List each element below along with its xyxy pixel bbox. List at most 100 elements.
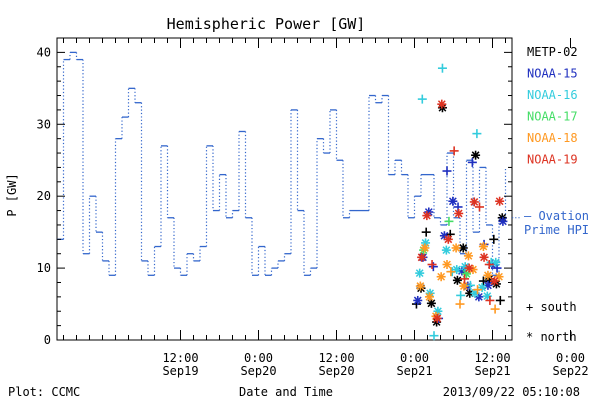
north-point [491, 257, 501, 267]
legend-entry: NOAA-18 [527, 131, 578, 145]
marker-stroke [465, 264, 474, 273]
south-point [490, 304, 500, 314]
marker-stroke [490, 277, 499, 285]
y-axis-label: P [GW] [5, 173, 19, 216]
north-point [452, 275, 462, 285]
legend-entry: NOAA-15 [527, 67, 578, 81]
north-point [479, 252, 489, 262]
south-point [442, 166, 452, 176]
x-axis-ticks: 12:00Sep190:00Sep2012:00Sep200:00Sep2112… [63, 38, 589, 378]
marker-stroke [480, 253, 488, 262]
south-point [444, 216, 454, 226]
x-tick-time: 0:00 [244, 351, 273, 365]
x-tick-date: Sep19 [162, 364, 198, 378]
x-axis-label: Date and Time [239, 385, 333, 399]
x-tick-time: 12:00 [162, 351, 198, 365]
marker-stroke [483, 292, 492, 301]
north-point [452, 265, 462, 275]
x-tick-time: 12:00 [318, 351, 354, 365]
legend-entry: NOAA-19 [527, 153, 578, 167]
marker-stroke [444, 235, 453, 244]
south-point [437, 63, 447, 73]
north-point [441, 245, 451, 255]
south-point [495, 295, 505, 305]
south-point [484, 260, 494, 269]
marker-stroke [452, 244, 461, 252]
marker-legend-entry: + south [526, 300, 577, 314]
north-point [436, 272, 446, 282]
north-point [417, 252, 427, 262]
x-tick-time: 0:00 [556, 351, 585, 365]
north-point [469, 197, 479, 207]
south-point [485, 295, 495, 305]
marker-stroke [459, 282, 468, 290]
marker-stroke [422, 211, 431, 220]
marker-stroke [454, 209, 463, 218]
x-tick-date: Sep21 [474, 364, 510, 378]
north-point [463, 251, 473, 261]
south-point [456, 290, 466, 300]
north-point [459, 281, 469, 291]
north-point [415, 268, 425, 278]
north-point [471, 150, 481, 160]
north-point [454, 208, 464, 218]
south-point [429, 331, 439, 341]
north-point [424, 292, 434, 302]
north-point [464, 263, 474, 273]
marker-stroke [495, 197, 504, 206]
y-axis-ticks: 0 10 20 30 40 [37, 45, 512, 347]
north-point [426, 298, 436, 308]
marker-stroke [437, 272, 446, 281]
legend-entry: NOAA-16 [527, 88, 578, 102]
north-point [415, 281, 425, 291]
marker-stroke [464, 251, 473, 260]
x-tick-time: 0:00 [400, 351, 429, 365]
south-point [428, 262, 438, 272]
marker-stroke [416, 282, 425, 290]
marker-stroke [448, 197, 457, 206]
south-point [455, 299, 465, 309]
satellite-points [411, 63, 508, 341]
y-tick-label: 10 [37, 261, 51, 275]
marker-stroke [420, 244, 429, 252]
ovation-series [57, 51, 507, 276]
marker-stroke [417, 253, 426, 262]
south-point [472, 129, 482, 139]
marker-stroke [484, 271, 492, 280]
x-tick-date: Sep21 [396, 364, 432, 378]
north-point [495, 196, 505, 206]
north-point [420, 243, 430, 253]
marker-stroke [427, 299, 436, 308]
marker-stroke [415, 269, 424, 278]
marker-stroke [474, 292, 483, 301]
south-point [460, 274, 470, 284]
south-point [446, 267, 456, 277]
marker-stroke [442, 246, 451, 255]
legend-entry: METP-02 [527, 45, 578, 59]
satellite-legend: METP-02 NOAA-15 NOAA-16 NOAA-17 NOAA-18 NOAA-… [527, 45, 578, 167]
north-point [413, 295, 423, 305]
south-point [467, 157, 477, 167]
plot-timestamp: 2013/09/22 05:10:08 [443, 385, 580, 399]
marker-stroke [459, 244, 468, 252]
legend-entry: NOAA-17 [527, 110, 578, 124]
marker-stroke [437, 100, 446, 109]
marker-stroke [433, 314, 442, 323]
north-point [451, 243, 461, 253]
y-tick-label: 30 [37, 117, 51, 131]
marker-stroke [485, 274, 494, 283]
marker-stroke [413, 296, 422, 305]
south-point [492, 263, 502, 273]
south-point [473, 285, 483, 295]
north-point [489, 276, 499, 286]
plot-border [56, 37, 513, 341]
north-point [442, 260, 452, 269]
marker-stroke [443, 260, 451, 269]
marker-stroke [461, 262, 470, 271]
north-point [422, 211, 432, 221]
marker-stroke [470, 198, 479, 206]
marker-stroke [421, 239, 430, 247]
chart-title: Hemispheric Power [GW] [167, 15, 366, 33]
